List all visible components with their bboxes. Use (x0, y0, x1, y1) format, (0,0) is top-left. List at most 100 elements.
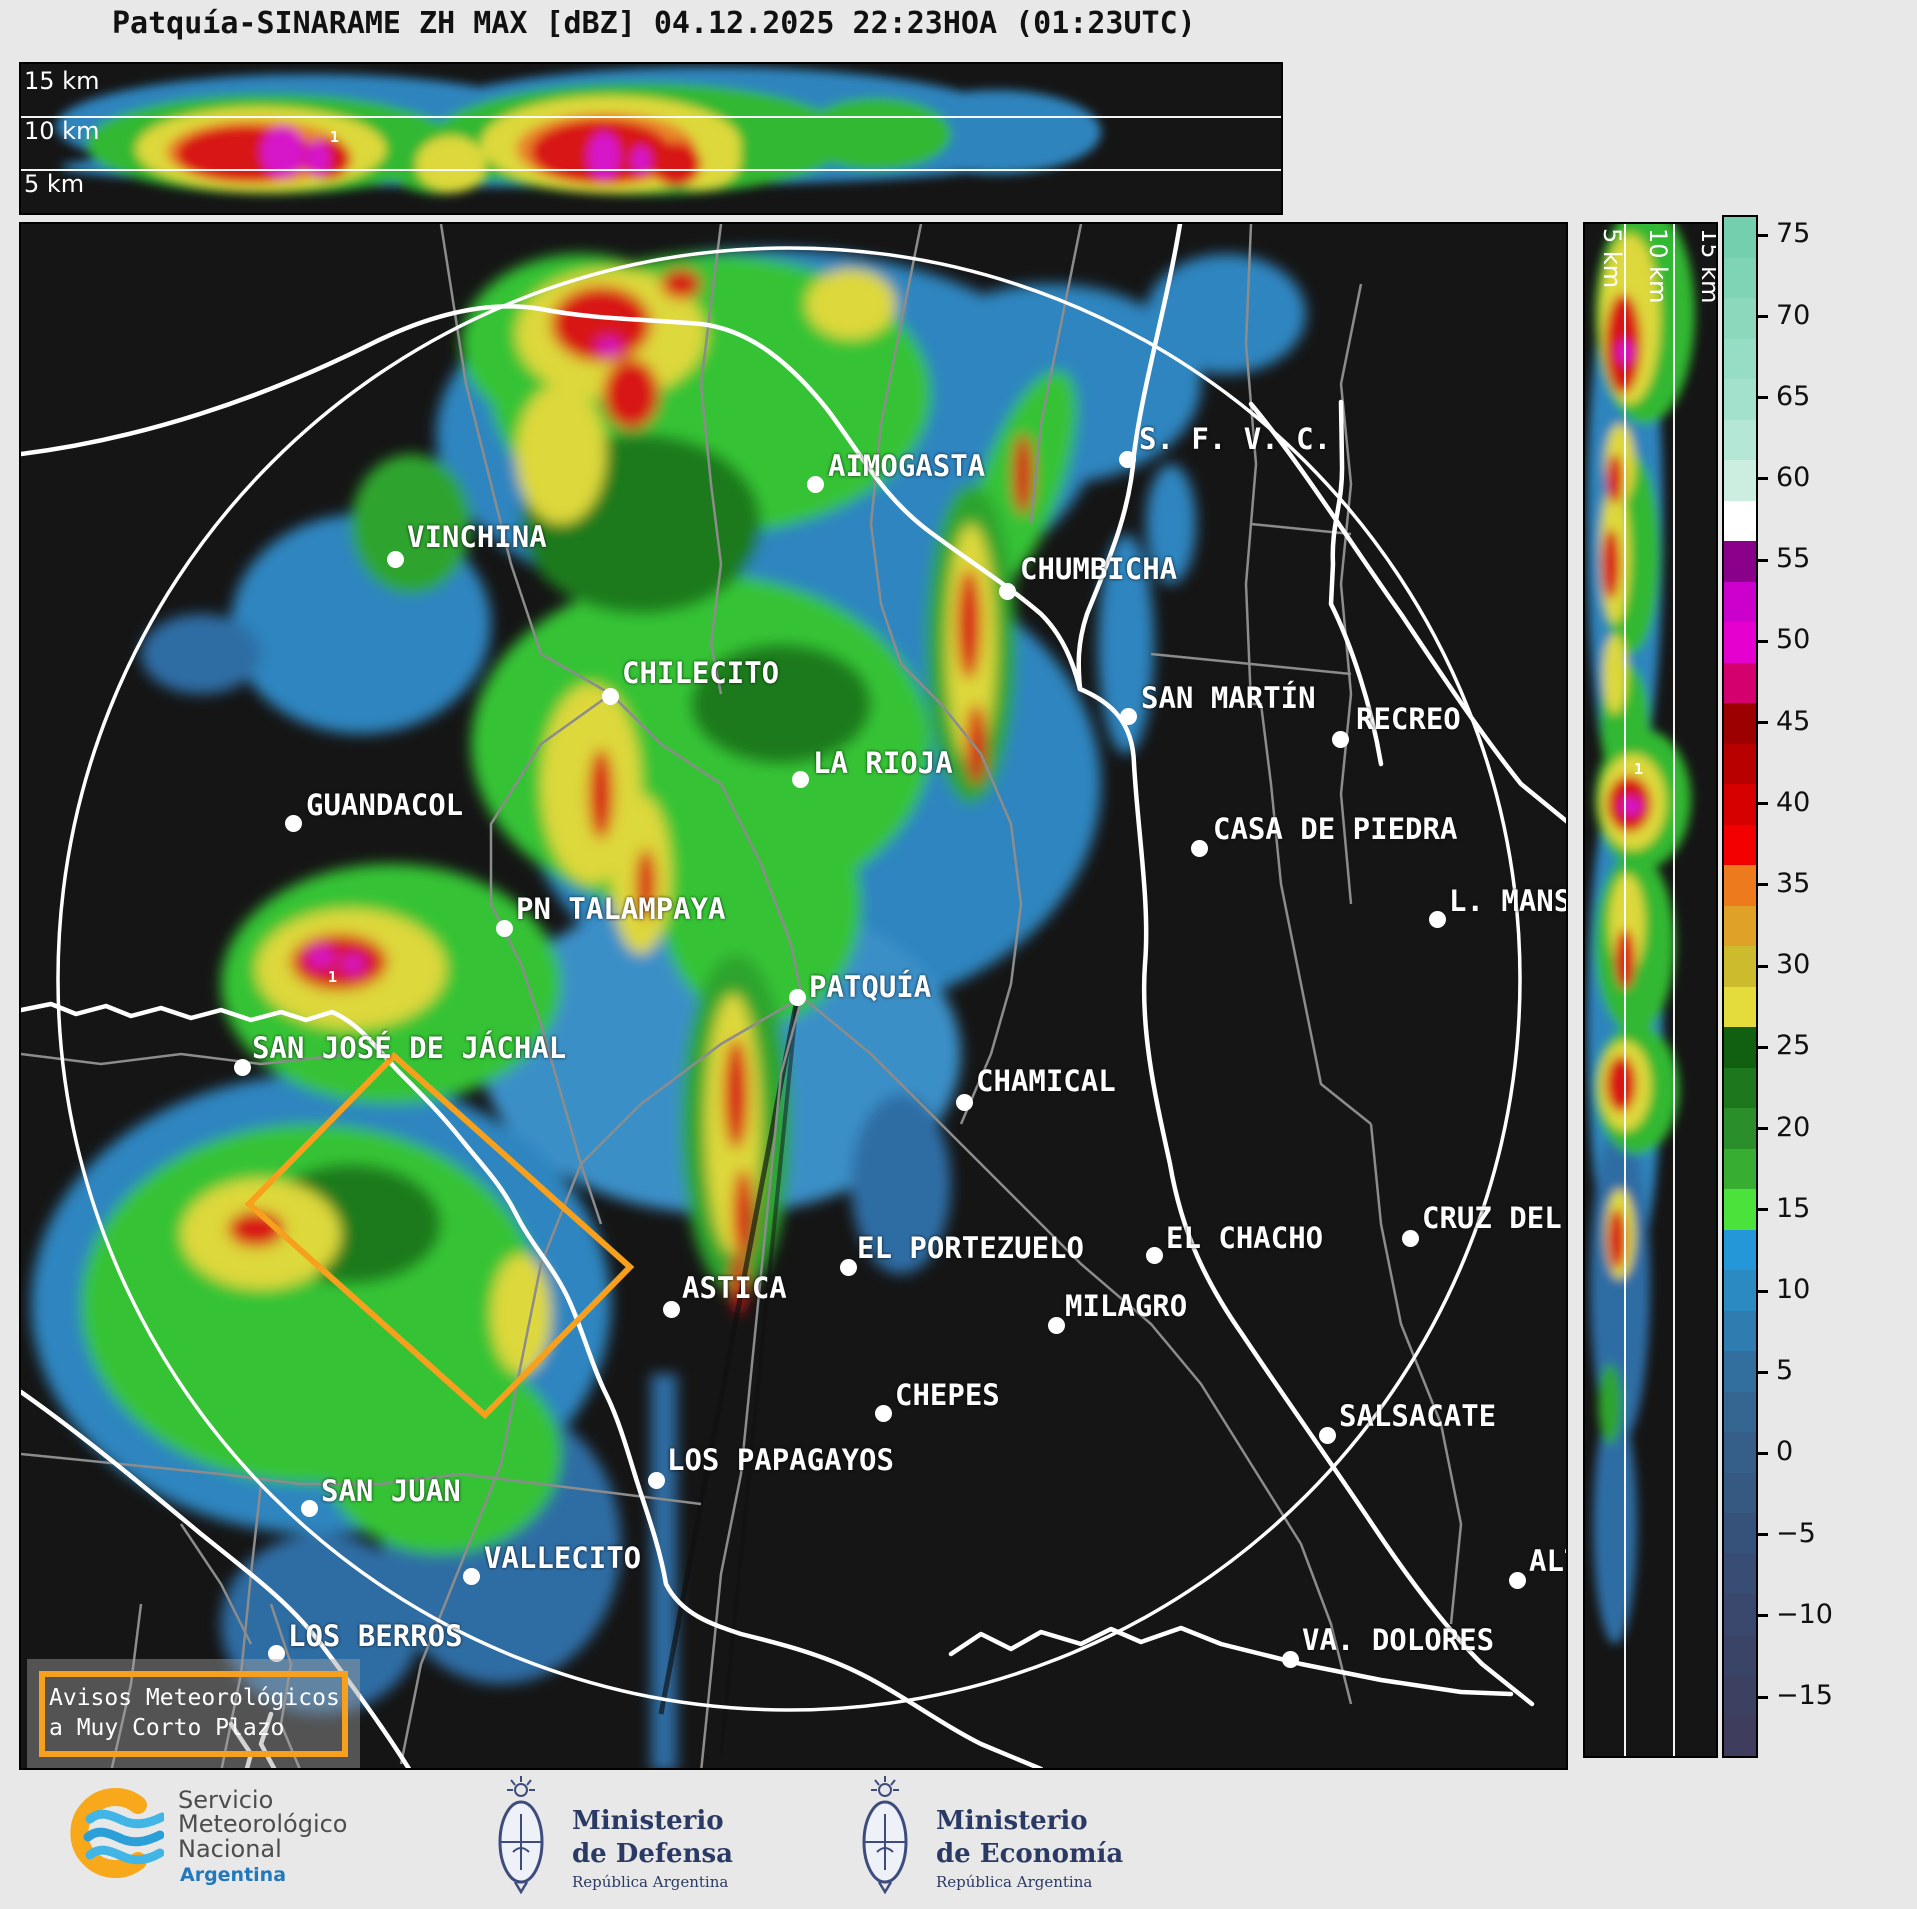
colorbar-tick-label: 30 (1776, 949, 1811, 981)
colorbar-band (1724, 298, 1756, 339)
colorbar-tick-label: 55 (1776, 543, 1811, 575)
city-label-vinchina: VINCHINA (407, 520, 547, 554)
economia-name-line1: Ministerio (936, 1806, 1088, 1836)
colorbar-band (1724, 1189, 1756, 1230)
city-dot-san-jos-de-j-chal (233, 1058, 251, 1076)
colorbar-tick (1758, 233, 1768, 237)
colorbar-band (1724, 1594, 1756, 1635)
defensa-name: Ministerio de Defensa (572, 1805, 733, 1870)
city-dot-pn-talampaya (495, 919, 513, 937)
colorbar-band (1724, 622, 1756, 663)
colorbar-band (1724, 743, 1756, 784)
colorbar-tick (1758, 1451, 1768, 1455)
city-label-chepes: CHEPES (895, 1378, 1000, 1412)
city-layer: AIMOGASTA S. F. V. C. VINCHINA CHUMBICHA CHI… (21, 224, 1566, 1768)
colorbar-tick (1758, 315, 1768, 318)
colorbar-tick-label: −5 (1776, 1517, 1816, 1549)
footer: Servicio Meteorológico Nacional Argentin… (0, 1772, 1917, 1909)
colorbar-band (1724, 1108, 1756, 1149)
colorbar-band (1724, 1270, 1756, 1311)
city-dot-chamical (955, 1093, 973, 1111)
colorbar-tick (1758, 558, 1768, 562)
city-label-el-chacho: EL CHACHO (1166, 1221, 1324, 1255)
colorbar-band (1724, 419, 1756, 460)
city-dot-chumbicha (998, 582, 1016, 600)
city-label-chamical: CHAMICAL (976, 1064, 1116, 1098)
city-label-s-f-v-c: S. F. V. C. (1139, 422, 1332, 456)
warning-text-line2: a Muy Corto Plazo (49, 1715, 285, 1741)
storm-core-marker: 1 (1634, 760, 1644, 778)
colorbar-band (1724, 1229, 1756, 1270)
colorbar-tick-label: 65 (1776, 380, 1811, 412)
altitude-gridline (21, 169, 1281, 171)
city-dot-casa-de-piedra (1190, 839, 1208, 857)
city-dot-guandacol (284, 814, 302, 832)
province-boundaries (21, 224, 1566, 1768)
city-label-san-juan: SAN JUAN (321, 1474, 461, 1508)
city-label-guandacol: GUANDACOL (306, 788, 464, 822)
warning-box: Avisos Meteorológicos a Muy Corto Plazo (27, 1659, 360, 1768)
colorbar-band (1724, 662, 1756, 703)
main-radar-map-panel: AIMOGASTA S. F. V. C. VINCHINA CHUMBICHA CHI… (19, 222, 1568, 1770)
colorbar-band (1724, 1675, 1756, 1716)
altitude-label-10-km: 10 km (24, 117, 100, 145)
dbz-colorbar (1722, 215, 1758, 1758)
city-label-san-mart-n: SAN MARTÍN (1141, 681, 1316, 715)
economia-name-line2: de Economía (936, 1838, 1124, 1869)
colorbar-band (1724, 824, 1756, 865)
city-label-los-berros: LOS BERROS (288, 1619, 463, 1653)
colorbar-band (1724, 1391, 1756, 1432)
city-dot-alt (1508, 1571, 1526, 1589)
city-label-la-rioja: LA RIOJA (813, 746, 953, 780)
colorbar-band (1724, 703, 1756, 744)
colorbar-band (1724, 905, 1756, 946)
city-dot-milagro (1047, 1316, 1065, 1334)
altitude-label-5-km: 5 km (24, 170, 85, 198)
economia-coat-of-arms (862, 1776, 908, 1895)
colorbar-tick-label: 10 (1776, 1274, 1811, 1306)
city-dot-vinchina (386, 550, 404, 568)
city-label-chumbicha: CHUMBICHA (1020, 552, 1178, 586)
colorbar-band (1724, 1472, 1756, 1513)
colorbar-band (1724, 1513, 1756, 1554)
colorbar-band (1724, 784, 1756, 825)
city-label-cruz-del: CRUZ DEL (1422, 1201, 1562, 1235)
colorbar-tick (1758, 1533, 1768, 1537)
right-cross-section-echoes (1587, 224, 1695, 1644)
colorbar-tick (1758, 1289, 1768, 1293)
colorbar-band (1724, 1027, 1756, 1068)
colorbar-band (1724, 1067, 1756, 1108)
colorbar-band (1724, 986, 1756, 1027)
city-dot-san-mart-n (1119, 707, 1137, 725)
city-label-pn-talampaya: PN TALAMPAYA (516, 892, 726, 926)
city-dot-patqu-a (788, 988, 806, 1006)
city-dot-la-rioja (791, 770, 809, 788)
city-label-recreo: RECREO (1356, 702, 1461, 736)
smn-name-line2: Meteorológico (178, 1810, 348, 1839)
altitude-label-15-km: 15 km (1696, 228, 1718, 304)
city-dot-l-mans (1428, 910, 1446, 928)
colorbar-band (1724, 1553, 1756, 1594)
city-label-los-papagayos: LOS PAPAGAYOS (667, 1443, 894, 1477)
city-dot-chilecito (601, 687, 619, 705)
city-dot-los-papagayos (647, 1471, 665, 1489)
colorbar-tick-label: 50 (1776, 624, 1811, 656)
city-label-va-dolores: VA. DOLORES (1302, 1623, 1495, 1657)
colorbar-tick (1758, 1208, 1768, 1212)
city-dot-astica (662, 1300, 680, 1318)
colorbar-tick (1758, 1695, 1768, 1699)
colorbar-band (1724, 581, 1756, 622)
colorbar-band (1724, 1634, 1756, 1675)
department-boundaries (21, 224, 1463, 1768)
city-label-vallecito: VALLECITO (484, 1541, 642, 1575)
city-label-aimogasta: AIMOGASTA (828, 449, 986, 483)
defensa-coat-of-arms (498, 1776, 544, 1895)
city-dot-el-chacho (1145, 1246, 1163, 1264)
city-label-casa-de-piedra: CASA DE PIEDRA (1213, 812, 1458, 846)
city-dot-s-f-v-c (1118, 450, 1136, 468)
colorbar-tick (1758, 1370, 1768, 1374)
colorbar-band (1724, 1715, 1756, 1756)
city-label-san-jos-de-j-chal: SAN JOSÉ DE JÁCHAL (252, 1031, 567, 1065)
colorbar-tick (1758, 802, 1768, 806)
colorbar-band (1724, 1432, 1756, 1473)
